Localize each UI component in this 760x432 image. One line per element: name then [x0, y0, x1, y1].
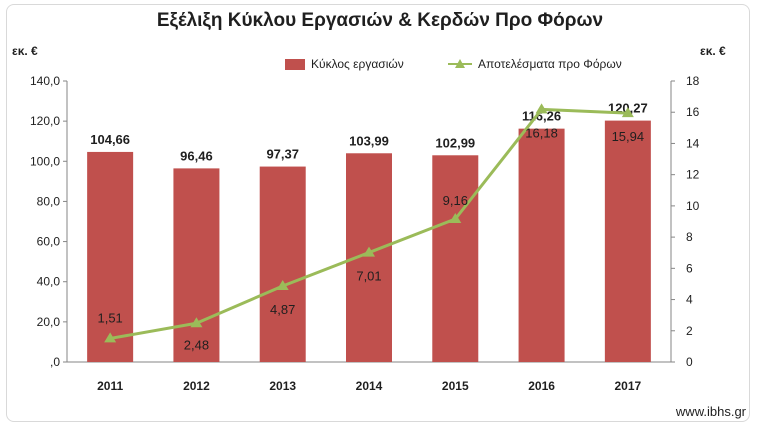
legend-swatch-bar: [285, 58, 305, 70]
profit-marker: [190, 317, 203, 328]
bar-value-label: 96,46: [180, 148, 213, 163]
legend-swatch-line: [448, 58, 472, 70]
profit-value-label: 16,18: [525, 125, 558, 140]
bar-value-label: 103,99: [349, 133, 389, 148]
profit-value-label: 9,16: [443, 193, 468, 208]
bar-value-label: 102,99: [435, 135, 475, 150]
profit-marker: [535, 103, 548, 114]
x-tick-label: 2017: [615, 379, 642, 393]
left-tick-label: 60,0: [37, 235, 61, 249]
profit-value-label: 1,51: [97, 310, 122, 325]
left-tick-label: 80,0: [37, 194, 61, 208]
left-tick-label: 20,0: [37, 315, 61, 329]
bar: [173, 168, 220, 362]
legend-item-revenue: Κύκλος εργασιών: [285, 57, 404, 71]
profit-value-label: 4,87: [270, 302, 295, 317]
bar: [259, 166, 306, 362]
bar-value-label: 104,66: [90, 132, 130, 147]
bar: [87, 151, 134, 362]
right-tick-label: 0: [686, 355, 693, 369]
chart-title: Εξέλιξη Κύκλου Εργασιών & Κερδών Προ Φόρ…: [156, 10, 604, 31]
right-axis-unit: εκ. €: [700, 44, 726, 58]
right-tick-label: 12: [686, 168, 700, 182]
bar: [604, 120, 651, 363]
profit-marker: [276, 279, 289, 290]
x-tick-label: 2012: [183, 379, 210, 393]
profit-value-label: 15,94: [612, 129, 645, 144]
source-label: www.ibhs.gr: [675, 404, 746, 419]
profit-marker: [104, 332, 117, 343]
right-tick-label: 16: [686, 105, 700, 119]
legend-item-profit: Αποτελέσματα προ Φόρων: [448, 57, 622, 71]
profit-value-label: 7,01: [356, 269, 381, 284]
right-tick-label: 2: [686, 324, 693, 338]
profit-marker: [363, 246, 375, 257]
bar: [518, 128, 565, 362]
left-axis-unit: εκ. €: [12, 44, 38, 58]
right-tick-label: 10: [686, 199, 700, 213]
bar: [432, 155, 479, 362]
x-tick-label: 2016: [528, 379, 555, 393]
left-tick-label: ,0: [50, 355, 60, 369]
bar-value-label: 97,37: [266, 147, 299, 162]
right-tick-label: 8: [686, 230, 693, 244]
profit-value-label: 2,48: [184, 337, 209, 352]
legend-label-revenue: Κύκλος εργασιών: [311, 57, 404, 71]
left-tick-label: 40,0: [37, 275, 61, 289]
legend: Κύκλος εργασιών Αποτελέσματα προ Φόρων: [0, 57, 760, 75]
left-tick-label: 120,0: [30, 114, 60, 128]
legend-label-profit: Αποτελέσματα προ Φόρων: [478, 57, 622, 71]
right-tick-label: 18: [686, 74, 700, 88]
right-tick-label: 4: [686, 293, 693, 307]
x-tick-label: 2013: [269, 379, 296, 393]
right-tick-label: 6: [686, 261, 693, 275]
x-tick-label: 2015: [442, 379, 469, 393]
left-tick-label: 100,0: [30, 154, 60, 168]
profit-marker: [621, 107, 634, 118]
right-tick-label: 14: [686, 136, 700, 150]
x-tick-label: 2014: [356, 379, 383, 393]
x-tick-label: 2011: [97, 379, 123, 393]
profit-marker: [449, 213, 462, 224]
left-tick-label: 140,0: [30, 74, 60, 88]
